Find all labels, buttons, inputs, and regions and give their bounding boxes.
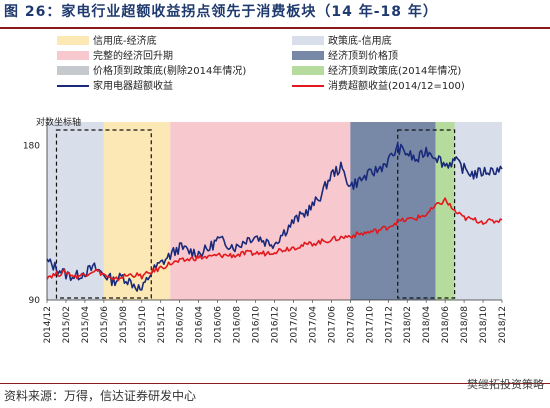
x-tick-label-11: 2016/10 [252, 306, 262, 344]
region-band-4 [350, 122, 436, 300]
x-tick-label-2: 2015/04 [81, 306, 91, 344]
legend-swatch-1 [292, 36, 324, 45]
legend-label-3: 经济顶到价格顶 [328, 49, 398, 62]
legend-swatch-3 [292, 51, 324, 60]
x-tick-label-5: 2015/10 [138, 306, 148, 344]
x-tick-label-8: 2016/04 [195, 306, 205, 344]
region-band-3 [170, 122, 351, 300]
legend-label-0: 信用底-经济底 [93, 34, 157, 47]
series [46, 142, 503, 292]
legend-label-5: 经济顶到政策底(2014年情况) [328, 64, 461, 77]
legend-label-1: 政策底-信用底 [328, 34, 392, 47]
y-axis: 对数坐标轴 90 180 [23, 116, 81, 306]
region-band-0 [103, 122, 171, 300]
legend-label-4: 价格顶到政策底(剔除2014年情况) [93, 64, 246, 77]
region-band-2 [454, 122, 502, 300]
series-line-0 [46, 142, 503, 292]
x-tick-label-4: 2015/08 [119, 306, 129, 344]
dashed-box-1 [397, 129, 456, 299]
chart: 对数坐标轴 90 180 2014/12 2015/02 2015/04 2015/06… [23, 34, 508, 343]
x-tick-label-6: 2015/12 [157, 306, 167, 343]
legend-swatch-5 [292, 66, 324, 75]
x-tick-label-9: 2016/06 [214, 306, 224, 344]
x-tick-label-10: 2016/08 [233, 306, 243, 344]
x-tick-label-18: 2017/12 [384, 306, 394, 343]
x-tick-label-19: 2018/02 [403, 306, 413, 343]
x-tick-label-3: 2015/06 [100, 306, 110, 344]
title-rule [0, 27, 550, 29]
x-tick-label-20: 2018/04 [422, 306, 432, 344]
x-tick-label-16: 2017/08 [346, 306, 356, 344]
legend-swatch-4 [57, 66, 89, 75]
x-tick-label-17: 2017/10 [365, 306, 375, 344]
legend-label-6: 家用电器超额收益 [93, 79, 173, 92]
x-ticks: 2014/12 2015/02 2015/04 2015/06 2015/08 2015/… [43, 300, 508, 343]
legend-label-7: 消费超额收益(2014/12=100) [328, 79, 465, 92]
dashed-box-0 [55, 129, 152, 299]
region-band-6 [435, 122, 455, 300]
x-tick-label-24: 2018/12 [498, 306, 508, 343]
y-tick-label-1: 180 [23, 141, 40, 151]
x-tick-label-13: 2017/02 [289, 306, 299, 343]
dashed-boxes [55, 129, 456, 299]
x-tick-label-23: 2018/10 [479, 306, 489, 344]
x-tick-label-21: 2018/06 [441, 306, 451, 344]
x-tick-label-7: 2016/02 [176, 306, 186, 343]
watermark-text: 樊继拓投资策略 [467, 378, 544, 391]
x-tick-label-15: 2017/06 [327, 306, 337, 344]
x-tick-label-22: 2018/08 [460, 306, 470, 344]
x-tick-label-14: 2017/04 [308, 306, 318, 344]
legend-swatch-2 [57, 51, 89, 60]
legend-label-2: 完整的经济回升期 [93, 49, 173, 62]
shaded-regions [47, 122, 502, 300]
footer-rule [0, 383, 550, 384]
x-tick-label-0: 2014/12 [43, 306, 53, 343]
series-line-1 [46, 197, 503, 282]
legend-swatch-0 [57, 36, 89, 45]
y-axis-title-line1: 对数坐标轴 [36, 116, 81, 128]
x-tick-label-1: 2015/02 [62, 306, 72, 343]
x-tick-label-12: 2016/12 [271, 306, 281, 343]
y-tick-label-0: 90 [29, 296, 41, 306]
source-note: 资料来源：万得，信达证券研发中心 [4, 389, 197, 403]
figure-title: 图 26：家电行业超额收益拐点领先于消费板块（14 年-18 年） [4, 4, 438, 20]
